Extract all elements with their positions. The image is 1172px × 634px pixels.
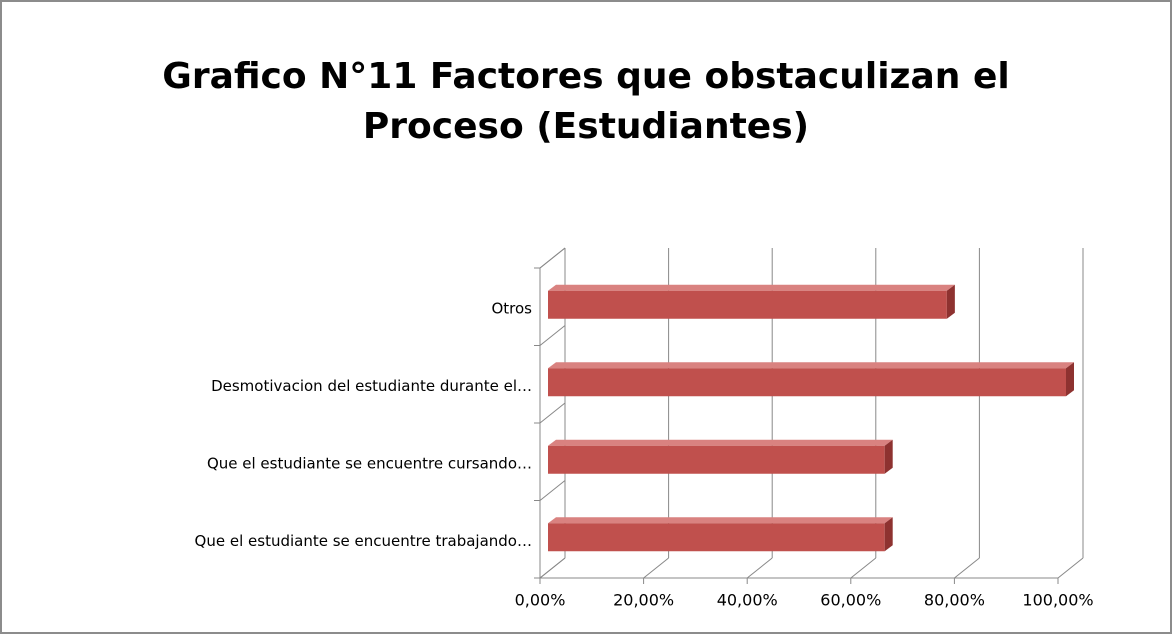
bar-side bbox=[884, 517, 893, 552]
bar bbox=[548, 362, 1074, 397]
bar bbox=[548, 439, 893, 474]
grid-line bbox=[746, 557, 773, 579]
axis-tick bbox=[539, 325, 566, 346]
y-tick-label: Otros bbox=[491, 299, 532, 317]
y-tick-label: Que el estudiante se encuentre cursando… bbox=[207, 454, 532, 472]
y-tick-label: Desmotivacion del estudiante durante el… bbox=[211, 377, 532, 395]
bar bbox=[548, 284, 955, 319]
bar-side bbox=[946, 284, 955, 319]
bar-front bbox=[548, 290, 947, 319]
x-tick-label: 100,00% bbox=[1022, 591, 1093, 610]
grid-line bbox=[643, 557, 669, 579]
axis-tick bbox=[539, 402, 566, 424]
bar-top bbox=[548, 284, 955, 291]
bar-top bbox=[548, 362, 1074, 369]
grid-line bbox=[850, 557, 877, 579]
axis-tick bbox=[539, 247, 566, 269]
bar-front bbox=[548, 445, 885, 474]
x-tick-label: 0,00% bbox=[515, 591, 566, 610]
bar-side bbox=[1066, 362, 1074, 397]
y-tick-label: Que el estudiante se encuentre trabajand… bbox=[195, 532, 532, 550]
x-tick-label: 80,00% bbox=[924, 591, 985, 610]
x-tick-label: 40,00% bbox=[717, 591, 778, 610]
chart-title: Grafico N°11 Factores que obstaculizan e… bbox=[162, 56, 1009, 147]
x-tick-label: 60,00% bbox=[820, 591, 881, 610]
bar-front bbox=[548, 523, 885, 552]
bar-side bbox=[884, 439, 893, 474]
grid-line bbox=[954, 557, 980, 579]
grid-line bbox=[1057, 557, 1084, 579]
bar bbox=[548, 517, 893, 552]
axis-tick bbox=[539, 480, 566, 501]
bar-front bbox=[548, 368, 1066, 397]
grid-line bbox=[539, 557, 566, 579]
bar-top bbox=[548, 517, 893, 524]
x-tick-label: 20,00% bbox=[613, 591, 674, 610]
bar-top bbox=[548, 439, 893, 446]
